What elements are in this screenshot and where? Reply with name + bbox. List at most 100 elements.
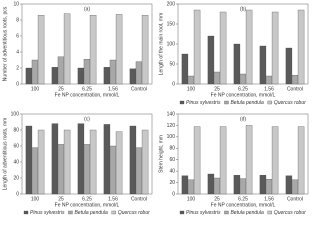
legend-swatch bbox=[179, 100, 185, 105]
bar bbox=[271, 126, 279, 195]
x-tick-label: 6.25 bbox=[82, 196, 92, 202]
y-tick-label: 100 bbox=[11, 111, 20, 117]
panel-label: (c) bbox=[84, 116, 90, 122]
bar bbox=[135, 147, 143, 195]
bar bbox=[285, 47, 293, 85]
legend-swatch bbox=[224, 210, 229, 215]
bar bbox=[265, 75, 273, 85]
y-tick-label: 60 bbox=[169, 157, 175, 163]
x-tick-label: 25 bbox=[58, 196, 64, 202]
bar bbox=[245, 125, 253, 195]
y-tick-label: 0 bbox=[16, 191, 19, 197]
bar bbox=[57, 144, 65, 195]
bar bbox=[259, 174, 267, 195]
x-axis-label: Fe NP concentration, mmol/L bbox=[211, 92, 276, 98]
legend-swatch bbox=[224, 100, 229, 105]
bar bbox=[291, 179, 299, 195]
legend-label: Quercus robur bbox=[118, 210, 150, 216]
y-tick-label: 50 bbox=[169, 61, 175, 67]
bar bbox=[233, 174, 241, 195]
bar bbox=[25, 67, 33, 85]
legend-swatch bbox=[267, 100, 272, 105]
bar bbox=[219, 126, 227, 195]
figure: 0 2 4 6 8 10 Number of adventitious roots, pcs… bbox=[2, 1, 309, 216]
y-tick-label: 8 bbox=[16, 17, 19, 23]
y-tick-label: 20 bbox=[13, 175, 19, 181]
bar bbox=[77, 67, 85, 85]
legend-label: Betula pendula bbox=[74, 210, 108, 216]
legend-swatch bbox=[68, 210, 73, 215]
bar bbox=[297, 126, 305, 195]
bar bbox=[181, 175, 189, 195]
bar bbox=[135, 61, 143, 85]
x-tick-label: 1.56 bbox=[108, 196, 118, 202]
y-tick-label: 6 bbox=[16, 33, 19, 39]
bar bbox=[51, 123, 59, 195]
y-tick-label: 10 bbox=[13, 1, 19, 7]
bar bbox=[115, 14, 123, 85]
legend-label: Quercus robur bbox=[274, 210, 306, 216]
y-tick-label: 100 bbox=[167, 41, 176, 47]
legend-label: Betula pendula bbox=[230, 210, 264, 216]
bar bbox=[57, 56, 65, 85]
bar bbox=[187, 179, 195, 195]
x-tick-label: 6.25 bbox=[238, 196, 248, 202]
y-axis-label: Length of the main root, mm bbox=[158, 13, 164, 76]
legend-label: Pinus sylvestris bbox=[186, 100, 221, 106]
x-tick-label: 6.25 bbox=[82, 86, 92, 92]
legend-label: Pinus sylvestris bbox=[186, 210, 221, 216]
bar bbox=[63, 13, 71, 85]
bar bbox=[213, 177, 221, 195]
legend-swatch bbox=[23, 210, 29, 215]
y-tick-label: 0 bbox=[172, 81, 175, 87]
y-tick-label: 80 bbox=[169, 146, 175, 152]
bar bbox=[31, 59, 39, 85]
bar bbox=[103, 67, 111, 85]
bar bbox=[89, 129, 97, 195]
legend-label: Pinus sylvestris bbox=[30, 210, 65, 216]
x-tick-label: Control bbox=[287, 86, 303, 92]
bar bbox=[129, 125, 137, 195]
x-tick-label: 25 bbox=[214, 196, 220, 202]
x-tick-label: 6.25 bbox=[238, 86, 248, 92]
panel-label: (b) bbox=[240, 6, 246, 12]
y-tick-label: 20 bbox=[169, 180, 175, 186]
x-axis-label: Fe NP concentration, mmol/L bbox=[55, 202, 120, 208]
x-tick-label: 100 bbox=[187, 86, 196, 92]
bar bbox=[245, 9, 253, 85]
y-tick-label: 60 bbox=[13, 143, 19, 149]
bar bbox=[37, 15, 45, 85]
legend-swatch bbox=[267, 210, 272, 215]
bar bbox=[129, 68, 137, 85]
bar bbox=[207, 173, 215, 195]
bar bbox=[109, 145, 117, 195]
bar bbox=[259, 45, 267, 85]
bar bbox=[213, 71, 221, 85]
bar bbox=[141, 15, 149, 85]
panel-label: (a) bbox=[84, 6, 90, 12]
bar bbox=[31, 147, 39, 195]
y-tick-label: 80 bbox=[13, 127, 19, 133]
bar bbox=[141, 129, 149, 195]
bar bbox=[83, 59, 91, 85]
y-tick-label: 100 bbox=[167, 134, 176, 140]
panel-label: (d) bbox=[240, 116, 246, 122]
x-tick-label: 1.56 bbox=[264, 86, 274, 92]
legend-label: Quercus robur bbox=[274, 100, 306, 106]
y-tick-label: 4 bbox=[16, 49, 19, 55]
bar bbox=[193, 9, 201, 85]
bar bbox=[77, 123, 85, 195]
x-axis-label: Fe NP concentration, mmol/L bbox=[211, 202, 276, 208]
bar bbox=[181, 53, 189, 85]
bar bbox=[109, 59, 117, 85]
bar bbox=[63, 129, 71, 195]
bar bbox=[115, 131, 123, 195]
y-tick-label: 2 bbox=[16, 65, 19, 71]
x-tick-label: 100 bbox=[31, 86, 40, 92]
y-tick-label: 150 bbox=[167, 21, 176, 27]
y-axis-label: Stem height, mm bbox=[158, 135, 164, 173]
bar bbox=[285, 175, 293, 195]
bar bbox=[37, 129, 45, 195]
bar bbox=[207, 35, 215, 85]
y-tick-label: 0 bbox=[16, 81, 19, 87]
